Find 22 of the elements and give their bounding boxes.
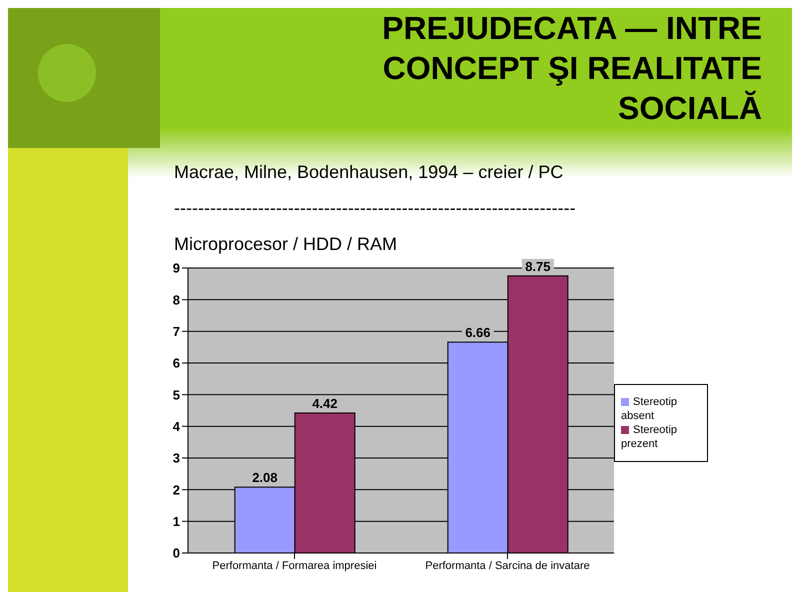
- legend-label: Stereotip prezent: [621, 424, 678, 450]
- data-label: 2.08: [252, 470, 278, 486]
- y-tick-label: 3: [172, 450, 180, 466]
- y-tick-label: 2: [172, 482, 180, 498]
- y-tick-label: 0: [172, 546, 180, 561]
- text: Microprocesor / HDD / RAM: [174, 233, 398, 256]
- data-label: 8.75: [525, 258, 551, 274]
- x-tick-label: Performanta / Formarea impresiei: [212, 560, 377, 572]
- chart-title: PREJUDECATA — INTRE CONCEPT ŞI REALITATE SOCIALĂ: [381, 9, 762, 128]
- y-tick-label: 7: [172, 324, 180, 339]
- y-tick-label: 1: [172, 514, 180, 529]
- text: -------------------------------------------------------------------: [174, 197, 576, 220]
- y-tick-label: 4: [172, 418, 181, 434]
- legend-label: Stereotip absent: [621, 396, 678, 422]
- x-tick-label: Performanta / Sarcina de invatare: [425, 560, 590, 572]
- data-label: 4.42: [312, 396, 338, 412]
- y-tick-label: 8: [172, 292, 180, 308]
- y-tick-label: 5: [172, 387, 180, 402]
- text: Macrae, Milne, Bodenhausen, 1994 – creier / PC: [174, 161, 564, 184]
- y-tick-label: 6: [172, 356, 180, 371]
- y-tick-label: 9: [172, 260, 180, 276]
- data-label: 6.66: [465, 325, 491, 340]
